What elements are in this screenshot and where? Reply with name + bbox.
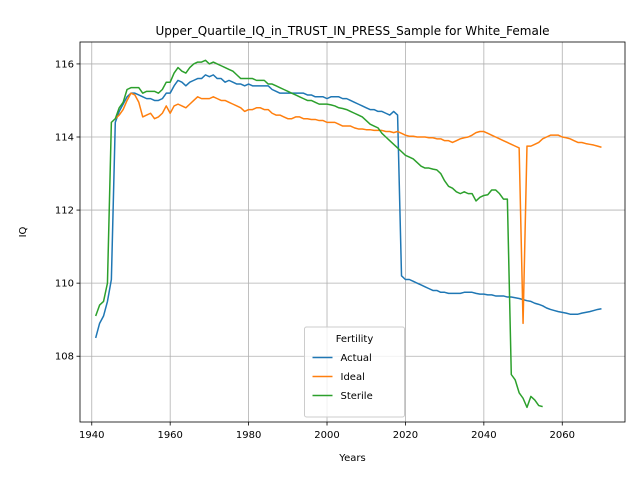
legend-label-sterile: Sterile xyxy=(341,391,373,402)
legend: Fertility Actual Ideal Sterile xyxy=(304,326,405,418)
series-line-actual xyxy=(94,74,602,339)
plot-frame xyxy=(79,41,626,423)
x-tick-label: 2060 xyxy=(550,430,575,441)
legend-label-ideal: Ideal xyxy=(341,372,365,383)
y-tick-label: 112 xyxy=(55,206,74,217)
x-tick-label: 1940 xyxy=(79,430,104,441)
legend-label-actual: Actual xyxy=(341,353,372,364)
legend-box xyxy=(304,326,405,418)
y-tick-label: 110 xyxy=(55,279,74,290)
x-tick-label: 2020 xyxy=(393,430,418,441)
series-lines xyxy=(94,59,602,409)
axis-ticks: 1940 1960 1980 2000 2020 2040 2060 108 110 112 114… xyxy=(55,59,575,441)
y-axis-label: IQ xyxy=(18,226,29,237)
chart-title: Upper_Quartile_IQ_in_TRUST_IN_PRESS_Samp… xyxy=(155,24,549,38)
y-tick-label: 108 xyxy=(55,352,74,363)
x-tick-label: 1960 xyxy=(157,430,182,441)
legend-title: Fertility xyxy=(336,334,374,345)
y-tick-label: 114 xyxy=(55,133,74,144)
series-line-sterile xyxy=(94,59,543,409)
x-axis-label: Years xyxy=(338,453,365,464)
x-tick-label: 2040 xyxy=(471,430,496,441)
x-tick-label: 2000 xyxy=(314,430,339,441)
x-tick-label: 1980 xyxy=(236,430,261,441)
y-tick-label: 116 xyxy=(55,59,74,70)
series-line-ideal xyxy=(114,92,602,325)
